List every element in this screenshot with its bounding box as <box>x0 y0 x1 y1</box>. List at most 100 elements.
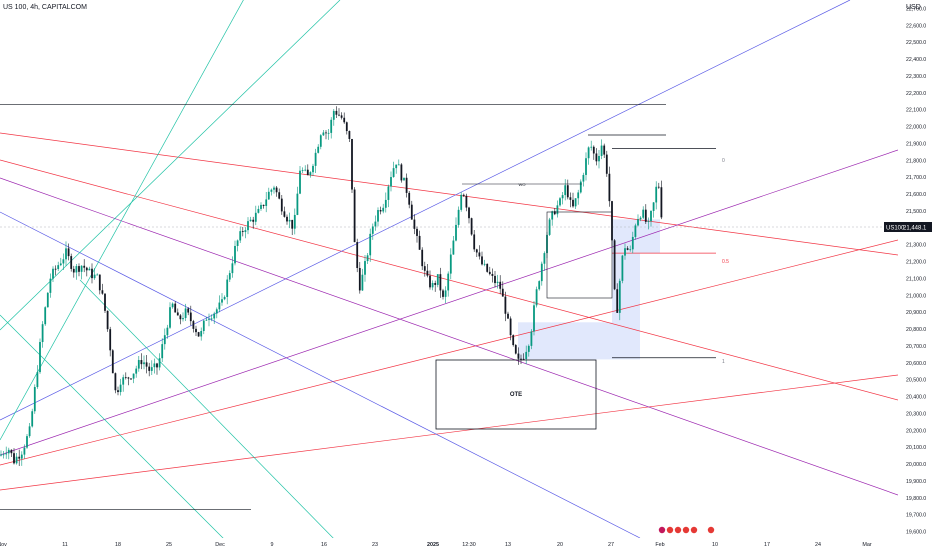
y-tick-label: 20,600.0 <box>906 361 926 367</box>
candle-body <box>442 290 444 297</box>
candle-body <box>538 281 541 290</box>
y-tick-label: 21,100.0 <box>906 276 926 282</box>
candle-body <box>540 263 543 282</box>
trendline <box>0 211 641 538</box>
candle-body <box>392 168 395 178</box>
candle-body <box>660 187 663 218</box>
candle-body <box>18 456 21 459</box>
ote-box <box>435 359 597 430</box>
candle-body <box>312 165 314 173</box>
price-tag-symbol: US100 <box>886 226 905 232</box>
candle-body <box>551 211 554 220</box>
candle-body <box>650 210 652 222</box>
candle-body <box>468 207 470 219</box>
event-icon[interactable] <box>690 526 698 534</box>
candle-body <box>514 345 517 354</box>
candle-body <box>247 221 249 231</box>
candle-body <box>460 194 463 210</box>
candle-body <box>436 274 439 285</box>
candle-body <box>78 266 80 272</box>
price-tag-value: 21,448.1 <box>903 226 927 232</box>
candle-body <box>408 192 411 205</box>
candle-body <box>564 185 567 196</box>
candle-body <box>98 274 101 291</box>
y-tick-label: 22,100.0 <box>906 108 926 114</box>
candle-body <box>517 353 520 359</box>
candle-body <box>384 199 387 208</box>
price-axis[interactable]: 19,600.0 19,700.0 19,800.0 19,900.0 20,000.0… <box>906 7 926 536</box>
candle-body <box>192 321 195 329</box>
candle-body <box>577 192 580 199</box>
candle-body <box>169 307 171 328</box>
candle-body <box>572 199 574 207</box>
candle-body <box>618 280 621 313</box>
candle-body <box>171 303 174 308</box>
candle-body <box>135 368 138 374</box>
ote-label: OTE <box>510 392 522 398</box>
candle-body <box>605 154 608 174</box>
candle-body <box>600 145 603 156</box>
candle-body <box>80 265 83 272</box>
event-icon[interactable] <box>707 526 715 534</box>
candle-body <box>491 273 494 276</box>
candle-body <box>20 454 23 459</box>
x-tick-label: 13 <box>505 542 511 548</box>
candle-body <box>374 221 377 227</box>
candle-body <box>202 320 205 331</box>
event-icon[interactable] <box>674 526 682 534</box>
y-tick-label: 20,900.0 <box>906 310 926 316</box>
candle-body <box>533 305 535 332</box>
y-tick-label: 21,900.0 <box>906 141 926 147</box>
y-tick-label: 22,200.0 <box>906 91 926 97</box>
candle-body <box>457 209 460 225</box>
candle-body <box>470 218 473 235</box>
candle-body <box>91 268 93 279</box>
candle-body <box>213 313 216 319</box>
candle-body <box>652 202 655 211</box>
candle-body <box>70 256 73 269</box>
candle-body <box>161 344 164 359</box>
x-tick-label: 17 <box>764 542 770 548</box>
trendline <box>0 149 898 456</box>
candle-body <box>483 263 486 265</box>
y-tick-label: 22,600.0 <box>906 23 926 29</box>
candle-body <box>299 170 301 194</box>
trendline <box>0 0 244 441</box>
candle-body <box>184 308 187 319</box>
candle-body <box>44 307 47 325</box>
candle-body <box>377 210 379 222</box>
candle-body <box>31 411 34 427</box>
candle-body <box>228 273 231 280</box>
candle-body <box>553 211 556 215</box>
candle-body <box>317 146 320 153</box>
candle-body <box>366 255 369 262</box>
candle-body <box>639 217 642 220</box>
x-tick-label: 27 <box>608 542 614 548</box>
candle-body <box>525 351 528 360</box>
plot-area[interactable]: OTE WO 0 0.5 1 <box>0 0 898 545</box>
candle-body <box>36 372 39 388</box>
candle-body <box>499 281 502 289</box>
y-tick-label: 20,700.0 <box>906 344 926 350</box>
wo-label: WO <box>519 182 526 187</box>
candle-body <box>382 207 385 212</box>
event-icon[interactable] <box>682 526 690 534</box>
candle-body <box>397 164 400 166</box>
event-icon[interactable] <box>658 526 666 534</box>
candle-body <box>535 289 538 306</box>
candle-body <box>62 259 65 264</box>
time-axis[interactable]: Nov 11 18 25 Dec 9 16 23 2025 12:30 13 20 27 Feb 10 17 2… <box>0 542 872 548</box>
economic-events[interactable] <box>658 526 715 534</box>
candle-body <box>106 310 109 330</box>
candle-body <box>527 345 530 352</box>
event-icon[interactable] <box>666 526 674 534</box>
candle-body <box>304 169 307 171</box>
candle-body <box>65 248 67 260</box>
candle-body <box>166 327 169 336</box>
trendline <box>0 132 898 256</box>
y-tick-label: 20,300.0 <box>906 411 926 417</box>
candle-body <box>488 271 491 274</box>
candle-body <box>158 358 161 368</box>
candle-body <box>379 210 382 212</box>
